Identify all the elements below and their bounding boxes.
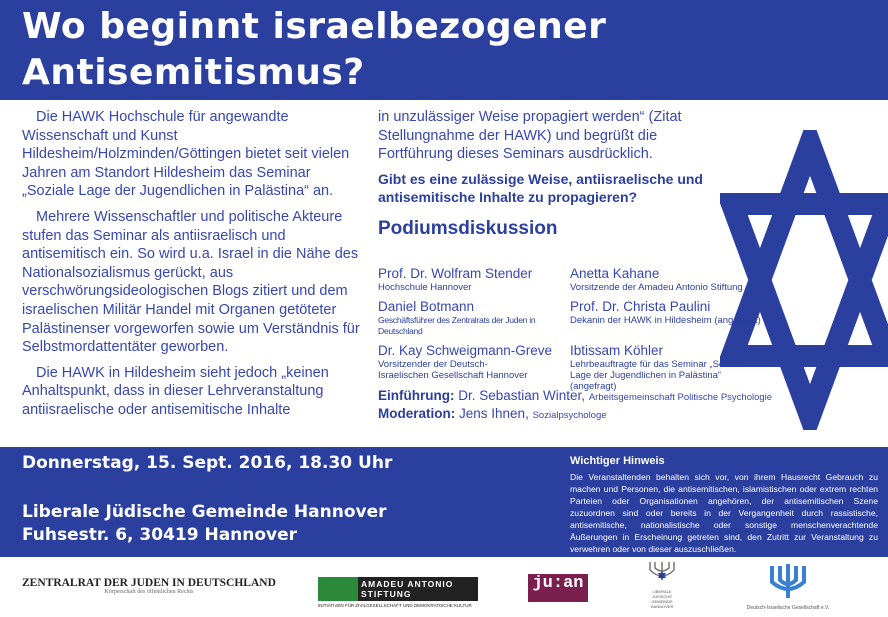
key-question: Gibt es eine zulässige Weise, antiisrael… — [378, 170, 703, 205]
logo-juan: ju:an — [528, 574, 588, 602]
speaker: Dr. Kay Schweigmann-Greve Vorsitzender de… — [378, 343, 553, 381]
paragraph: Mehrere Wissenschaftler und politische A… — [22, 208, 360, 356]
intro-text: Die HAWK Hochschule für angewandte Wisse… — [22, 108, 362, 427]
paragraph: Die HAWK in Hildesheim sieht jedoch „kei… — [22, 364, 329, 418]
introduction-line: Einführung: Dr. Sebastian Winter, Arbeit… — [378, 388, 773, 403]
speaker: Ibtissam Köhler Lehrbeauftragte für das S… — [570, 343, 744, 392]
sponsor-logos: ZENTRALRAT DER JUDEN IN DEUTSCHLAND Körp… — [0, 560, 888, 617]
paragraph: Die HAWK Hochschule für angewandte Wisse… — [22, 109, 350, 200]
mid-column: in unzulässiger Weise propagiert werden“… — [378, 108, 718, 238]
logo-dig: Deutsch-Israelische Gesellschaft e.V. — [728, 562, 848, 611]
event-date: Donnerstag, 15. Sept. 2016, 18.30 Uhr — [22, 453, 393, 473]
speaker-list: Prof. Dr. Wolfram Stender Hochschule Hann… — [378, 266, 778, 392]
event-venue: Liberale Jüdische Gemeinde Hannover Fuhse… — [22, 502, 387, 545]
logo-zentralrat: ZENTRALRAT DER JUDEN IN DEUTSCHLAND Körp… — [22, 577, 276, 595]
menorah-icon — [649, 562, 675, 580]
dig-menorah-icon — [770, 564, 806, 598]
logo-amadeu-antonio: AMADEU ANTONIO STIFTUNG INITIATIVEN FÜR … — [318, 577, 478, 608]
moderation-line: Moderation: Jens Ihnen, Sozialpsychologe — [378, 406, 607, 421]
logo-liberale-juedische-gemeinde: LIBERALE JÜDISCHE GEMEINDE HANNOVER — [644, 562, 680, 609]
page-title: Wo beginnt israelbezogener Antisemitismus… — [22, 6, 607, 93]
speaker: Prof. Dr. Wolfram Stender Hochschule Hann… — [378, 266, 533, 293]
star-of-david-icon — [720, 130, 888, 430]
speaker: Daniel Botmann Geschäftsführer des Zentra… — [378, 299, 536, 336]
speaker: Prof. Dr. Christa Paulini Dekanin der HAW… — [570, 299, 761, 326]
paragraph: in unzulässiger Weise propagiert werden“… — [378, 109, 682, 163]
header-banner: Wo beginnt israelbezogener Antisemitismus… — [0, 0, 888, 100]
speaker: Anetta Kahane Vorsitzende der Amadeu Anto… — [570, 266, 743, 293]
important-notice: Wichtiger Hinweis Die Veranstaltenden be… — [570, 455, 878, 554]
event-band: Donnerstag, 15. Sept. 2016, 18.30 Uhr Li… — [0, 447, 888, 557]
podium-title: Podiumsdiskussion — [378, 217, 558, 239]
